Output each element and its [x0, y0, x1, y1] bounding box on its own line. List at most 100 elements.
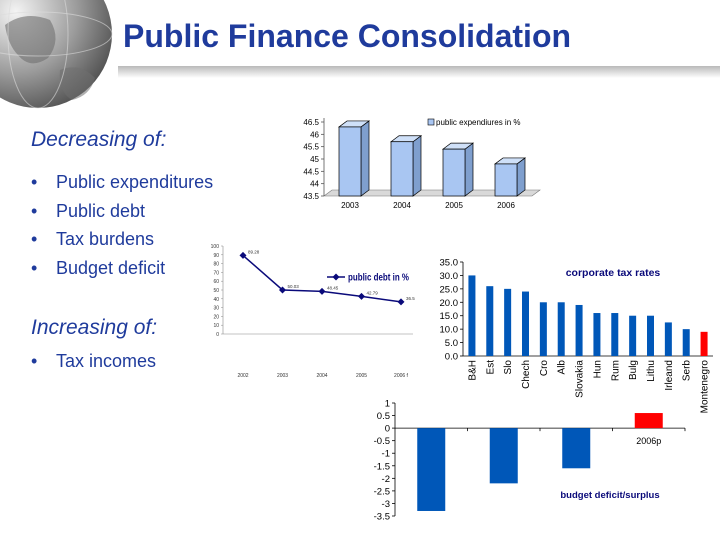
title-divider	[118, 66, 720, 78]
list-item: • Tax burdens	[31, 225, 213, 254]
data-point	[318, 287, 326, 295]
increasing-heading: Increasing of:	[31, 316, 158, 339]
bullet-marker: •	[31, 200, 38, 221]
y-tick-label: 0.5	[377, 411, 390, 422]
x-tick-label: Est	[485, 360, 496, 375]
bar-side	[412, 135, 422, 197]
y-tick-label: 70	[213, 270, 219, 276]
bar	[682, 329, 690, 356]
bar	[338, 126, 362, 197]
bar	[486, 286, 494, 356]
x-tick-label: 2004	[393, 201, 411, 210]
list-item: • Budget deficit	[31, 254, 213, 283]
data-point	[239, 251, 247, 259]
legend-swatch	[427, 118, 435, 126]
x-tick-label: Slo	[503, 360, 514, 375]
legend-label: public expendiures in %	[436, 118, 521, 127]
bullet-marker: •	[31, 172, 38, 192]
y-tick-label: 30.0	[440, 271, 459, 282]
y-tick-label: 46.5	[303, 118, 319, 127]
x-tick-label: B&H	[467, 360, 478, 381]
x-tick-label: Alb	[557, 360, 568, 375]
data-point	[397, 298, 405, 306]
y-tick-label: 44	[310, 180, 319, 189]
legend-marker	[332, 273, 340, 281]
x-tick-label: 2006 f	[394, 373, 409, 379]
y-tick-label: 60	[213, 279, 219, 285]
data-point	[358, 292, 365, 300]
bar	[700, 331, 708, 356]
y-tick-label: -1.5	[374, 461, 390, 472]
x-tick-label: 2003	[277, 373, 288, 379]
legend-label: public debt in %	[348, 273, 409, 284]
bullet-marker: •	[31, 257, 38, 278]
list-item: • Public debt	[31, 197, 213, 226]
expenditures-chart: 46.5 46 45.5 45 44.5 44 43.5 2003 2004 2005 2006 pu…	[303, 118, 541, 210]
bar	[575, 304, 583, 356]
y-tick-label: -0.5	[374, 436, 390, 447]
data-label: 36.5	[406, 296, 415, 301]
x-tick-label: 2006	[497, 201, 515, 210]
data-point	[279, 286, 286, 294]
data-label: 89.28	[248, 249, 260, 254]
y-tick-label: 25.0	[440, 284, 459, 295]
y-tick-label: 30	[213, 306, 219, 312]
y-tick-label: 20	[213, 314, 219, 320]
y-tick-label: 80	[213, 262, 219, 268]
x-tick-label: Rum	[610, 360, 621, 381]
list-item-label: Budget deficit	[56, 257, 166, 278]
decreasing-list: • Public expenditures • Public debt • Tax b…	[31, 168, 213, 282]
x-tick-label: Irleand	[664, 360, 675, 391]
list-item-label: Public expenditures	[56, 172, 214, 192]
x-tick-label: Slovakia	[575, 360, 586, 398]
bar	[539, 302, 547, 356]
chart-title: corporate tax rates	[566, 267, 661, 279]
public-debt-chart: 100908070605040302010089.28200250.032003…	[211, 244, 416, 379]
bar	[664, 322, 672, 356]
bar	[562, 428, 591, 469]
bar	[593, 313, 601, 356]
y-tick-label: 43.5	[303, 192, 319, 201]
y-tick-label: 40	[213, 297, 219, 303]
bar	[504, 288, 512, 356]
bar	[489, 428, 518, 484]
data-label: 42.79	[367, 290, 379, 295]
y-tick-label: 15.0	[440, 311, 459, 322]
y-tick-label: -2	[382, 474, 390, 485]
decreasing-heading: Decreasing of:	[31, 128, 167, 151]
y-tick-label: 0	[216, 332, 219, 338]
y-tick-label: -1	[382, 449, 390, 460]
bullet-marker: •	[31, 351, 38, 371]
data-label: 50.03	[288, 284, 300, 289]
x-tick-label: 2003	[341, 201, 359, 210]
y-tick-label: 46	[310, 130, 319, 139]
corporate-tax-chart: 35.0 30.0 25.0 20.0 15.0 10.0 5.0 0.0 B&H Est Slo C…	[440, 258, 713, 413]
bar-side	[516, 157, 526, 197]
y-tick-label: -2.5	[374, 486, 390, 497]
bar	[468, 275, 476, 356]
x-tick-label: 2005	[445, 201, 463, 210]
list-item: • Tax incomes	[31, 347, 156, 376]
bar	[634, 413, 663, 429]
bar	[629, 315, 637, 356]
x-tick-label: 2006p	[636, 436, 661, 446]
x-tick-label: Hun	[592, 360, 603, 378]
bar	[417, 428, 446, 511]
data-label: 48.45	[327, 285, 339, 290]
legend-label: budget deficit/surplus	[560, 490, 659, 501]
y-tick-label: -3	[382, 499, 390, 510]
y-tick-label: 0.0	[445, 352, 458, 363]
x-tick-label: 2004	[316, 373, 327, 379]
x-tick-label: Bulg	[628, 360, 639, 380]
list-item-label: Tax burdens	[56, 229, 155, 249]
page-title: Public Finance Consolidation	[123, 18, 572, 54]
list-item-label: Tax incomes	[56, 351, 157, 371]
bar	[494, 163, 518, 197]
x-tick-label: 2005	[356, 373, 367, 379]
bar	[557, 302, 565, 356]
x-tick-label: Montenegro	[700, 360, 711, 414]
budget-deficit-chart: 10.5 0-0.5 -1-1.5 -2-2.5 -3 -3.5 2006p budget d…	[374, 399, 686, 523]
y-tick-label: 10	[213, 323, 219, 329]
bar	[522, 291, 529, 356]
x-tick-label: Serb	[682, 360, 693, 382]
